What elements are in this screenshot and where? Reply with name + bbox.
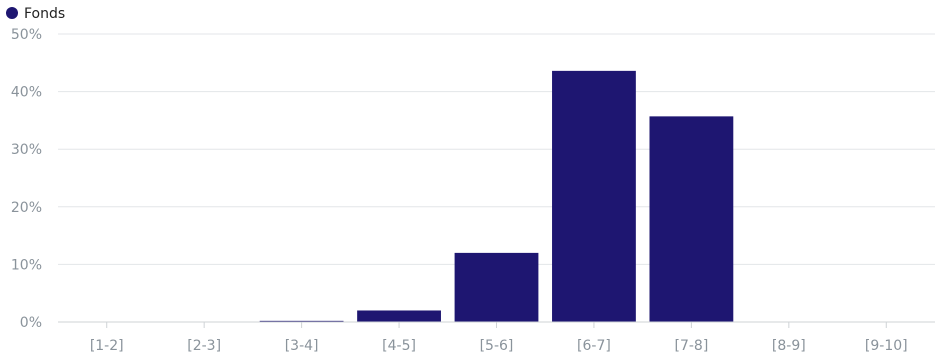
bar[interactable]	[552, 70, 636, 322]
x-tick-label: [1-2]	[90, 338, 124, 354]
x-tick-label: [5-6]	[480, 338, 514, 354]
bar[interactable]	[649, 116, 734, 322]
legend-marker-fonds	[6, 7, 18, 19]
x-tick-label: [7-8]	[674, 338, 708, 354]
y-tick-label: 50%	[11, 27, 42, 43]
x-tick-label: [9-10]	[865, 338, 908, 354]
bar[interactable]	[454, 252, 539, 322]
y-tick-label: 40%	[11, 85, 42, 101]
x-tick-label: [2-3]	[187, 338, 221, 354]
x-tick-label: [3-4]	[285, 338, 319, 354]
y-tick-label: 30%	[11, 142, 42, 158]
bars	[259, 70, 734, 322]
legend-label-fonds: Fonds	[24, 6, 65, 22]
x-tick-label: [8-9]	[772, 338, 806, 354]
y-tick-label: 20%	[11, 200, 42, 216]
y-axis-ticks: 0% 10% 20% 30% 40% 50%	[11, 27, 42, 331]
x-tick-label: [4-5]	[382, 338, 416, 354]
bar[interactable]	[259, 320, 344, 322]
gridlines	[58, 33, 935, 265]
x-axis-ticks: [1-2] [2-3] [3-4] [4-5] [5-6] [6-7] [7-8] [8-9]…	[90, 322, 908, 354]
y-tick-label: 0%	[20, 315, 42, 331]
x-tick-label: [6-7]	[577, 338, 611, 354]
legend[interactable]: Fonds	[6, 6, 65, 22]
y-tick-label: 10%	[11, 257, 42, 273]
bar[interactable]	[357, 310, 441, 322]
